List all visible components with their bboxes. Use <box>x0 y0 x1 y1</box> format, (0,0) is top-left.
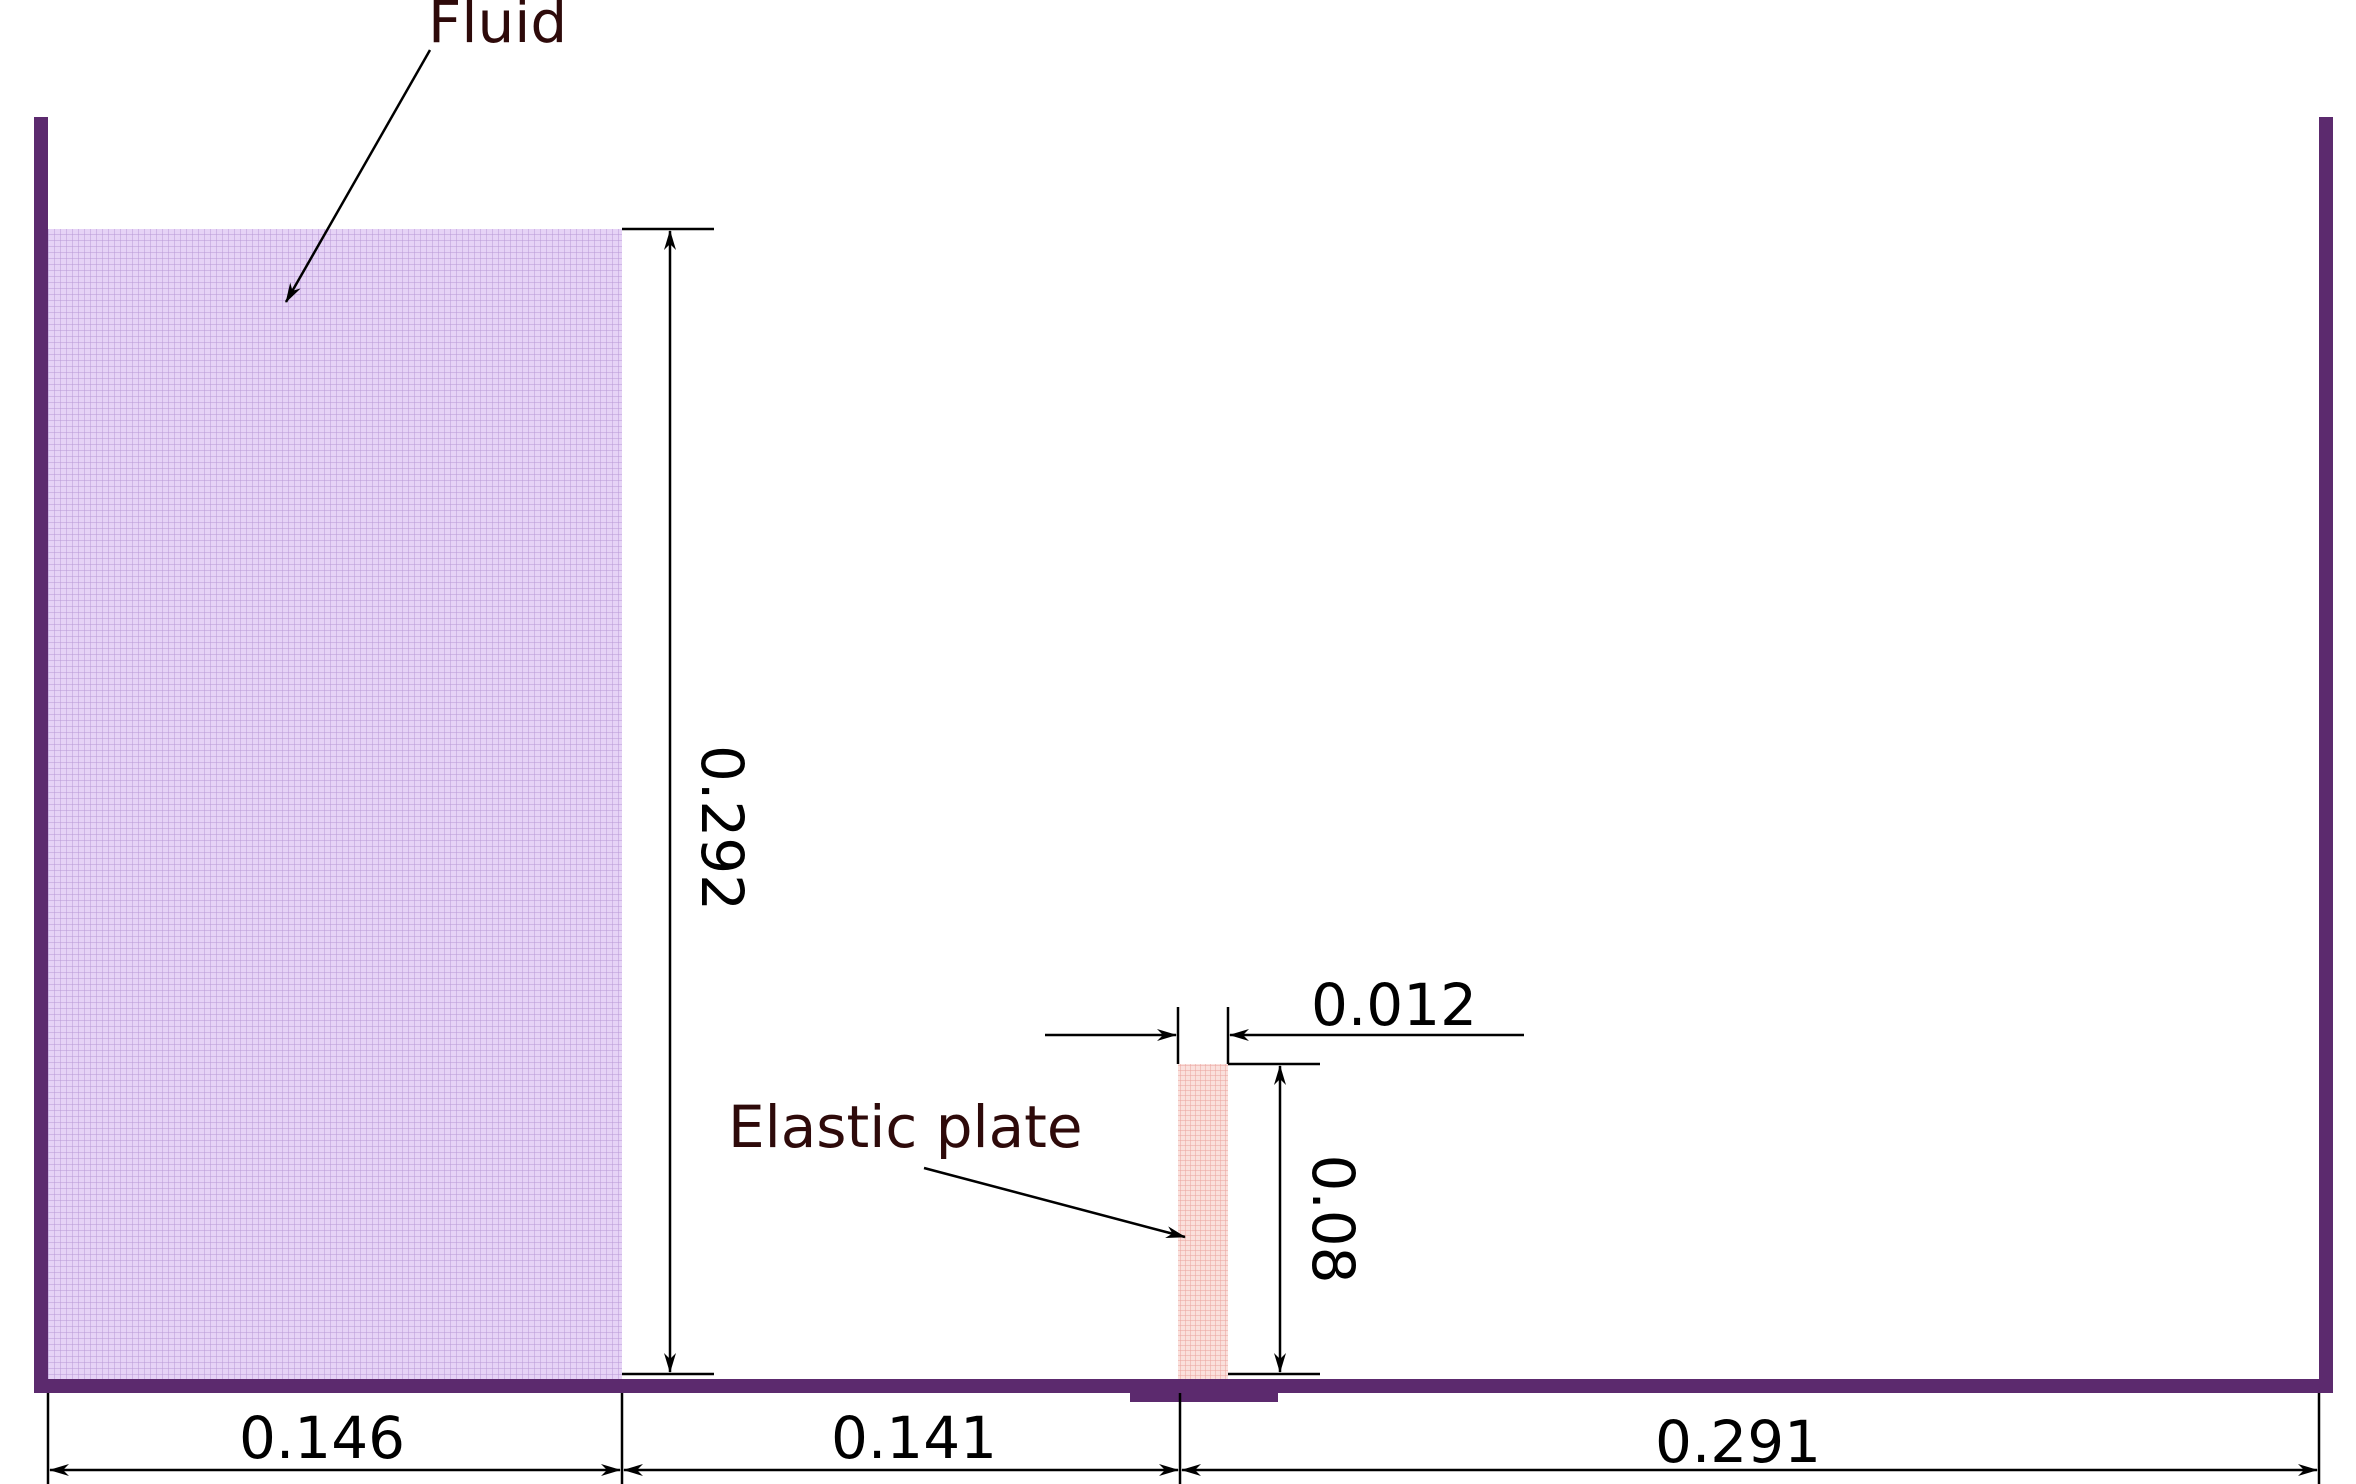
tank-floor <box>34 1379 2333 1393</box>
elastic-plate-label: Elastic plate <box>728 1093 1083 1161</box>
plate-thickness-dimension: 0.012 <box>1045 971 1524 1064</box>
fluid-width-value: 0.146 <box>239 1404 405 1472</box>
fluid-height-value: 0.292 <box>688 745 756 911</box>
tank <box>34 117 2333 1402</box>
plate-height-value: 0.08 <box>1299 1154 1367 1283</box>
fluid-label: Fluid <box>428 0 567 56</box>
fluid-height-dimension: 0.292 <box>622 227 756 1376</box>
fluid-column <box>48 229 622 1379</box>
left-wall <box>34 117 48 1393</box>
right-wall <box>2319 117 2333 1393</box>
bottom-dimensions: 0.146 0.141 0.291 <box>46 1393 2321 1484</box>
plate-height-dimension: 0.08 <box>1228 1062 1367 1376</box>
elastic-plate <box>1178 1064 1228 1379</box>
plate-thickness-value: 0.012 <box>1311 971 1477 1039</box>
gap-to-plate-value: 0.141 <box>831 1404 997 1472</box>
fluid-leader-arrow <box>284 49 432 303</box>
elastic-plate-leader-arrow <box>923 1166 1186 1239</box>
plate-to-right-wall-value: 0.291 <box>1655 1408 1821 1476</box>
plate-base <box>1130 1390 1278 1402</box>
